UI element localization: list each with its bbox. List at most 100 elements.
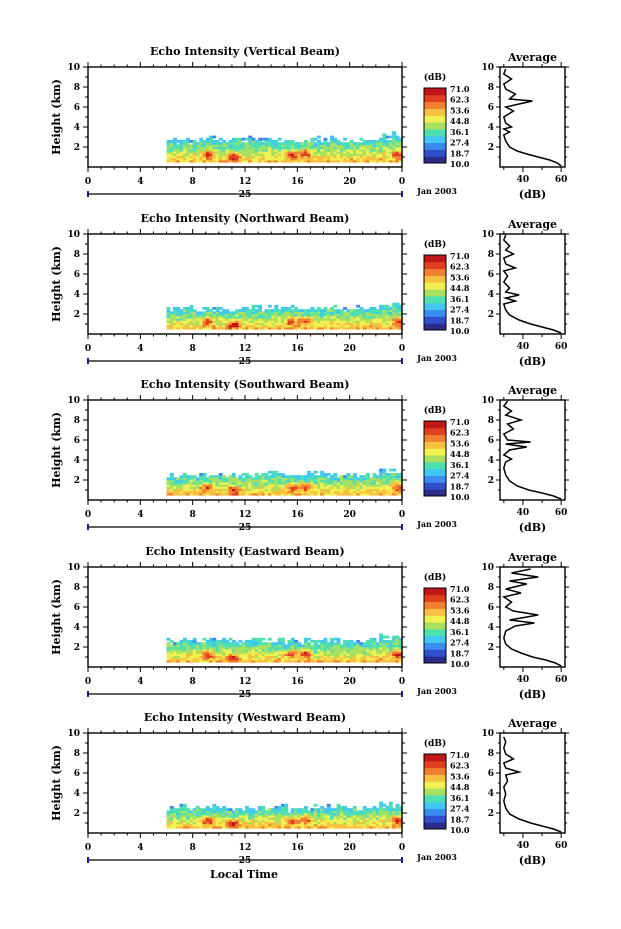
echo-cell bbox=[307, 642, 311, 645]
echo-cell bbox=[395, 817, 400, 820]
echo-cell bbox=[199, 479, 204, 483]
echo-cell bbox=[310, 484, 315, 487]
echo-cell bbox=[352, 481, 357, 485]
echo-cell bbox=[179, 148, 184, 152]
echo-cell bbox=[310, 307, 315, 310]
echo-cell bbox=[235, 648, 240, 652]
echo-cell bbox=[333, 477, 338, 481]
colorbar-level: 62.3 bbox=[450, 95, 470, 105]
echo-cell bbox=[195, 817, 200, 820]
echo-cell bbox=[336, 648, 341, 652]
echo-cell bbox=[366, 648, 370, 652]
echo-cell bbox=[320, 810, 325, 814]
echo-cell bbox=[238, 808, 243, 811]
echo-cell bbox=[182, 153, 187, 156]
echo-cell bbox=[284, 307, 289, 310]
echo-cell bbox=[241, 151, 246, 154]
echo-cell bbox=[287, 488, 292, 492]
echo-cell bbox=[330, 646, 334, 650]
echo-cell bbox=[303, 140, 308, 143]
echo-cell bbox=[222, 481, 226, 485]
echo-cell bbox=[202, 659, 207, 663]
echo-cell bbox=[336, 157, 341, 161]
echo-cell bbox=[261, 651, 266, 654]
echo-cell bbox=[209, 142, 213, 145]
echo-cell bbox=[297, 311, 302, 315]
echo-cell bbox=[303, 159, 308, 163]
echo-cell bbox=[179, 477, 184, 481]
y-tick-label: 4 bbox=[74, 789, 80, 799]
echo-cell bbox=[307, 313, 311, 317]
echo-cell bbox=[251, 309, 256, 312]
echo-cell bbox=[215, 307, 220, 310]
echo-cell bbox=[199, 148, 204, 152]
echo-cell bbox=[284, 825, 289, 829]
echo-cell bbox=[294, 819, 298, 822]
echo-cell bbox=[395, 159, 400, 163]
echo-cell bbox=[359, 313, 364, 317]
profile-x-tick-label: 60 bbox=[555, 508, 568, 518]
echo-cell bbox=[231, 486, 236, 489]
echo-cell bbox=[231, 812, 236, 816]
echo-cell bbox=[294, 157, 298, 161]
echo-cell bbox=[336, 155, 341, 159]
echo-cell bbox=[349, 481, 354, 485]
echo-cell bbox=[222, 642, 226, 645]
echo-cell bbox=[238, 148, 243, 152]
echo-cell bbox=[398, 311, 403, 315]
echo-cell bbox=[274, 470, 279, 474]
echo-cell bbox=[176, 159, 181, 163]
echo-cell bbox=[215, 157, 220, 161]
echo-cell bbox=[320, 648, 325, 652]
echo-cell bbox=[339, 142, 344, 145]
colorbar-frame bbox=[423, 587, 447, 664]
echo-cell bbox=[313, 324, 318, 328]
echo-cell bbox=[385, 315, 390, 319]
echo-cell bbox=[388, 486, 393, 489]
echo-cell bbox=[235, 315, 240, 319]
echo-cell bbox=[320, 475, 325, 478]
echo-cell bbox=[356, 486, 361, 489]
echo-cell bbox=[339, 488, 344, 492]
echo-cell bbox=[209, 151, 213, 154]
echo-cell bbox=[398, 806, 403, 809]
echo-cell bbox=[271, 142, 276, 145]
echo-cell bbox=[349, 479, 354, 483]
echo-cell bbox=[267, 137, 272, 141]
echo-cell bbox=[323, 326, 328, 330]
echo-cell bbox=[277, 825, 282, 829]
echo-cell bbox=[369, 817, 374, 820]
echo-cell bbox=[238, 651, 243, 654]
echo-cell bbox=[313, 803, 318, 807]
echo-cell bbox=[398, 651, 403, 654]
echo-cell bbox=[310, 486, 315, 489]
x-tick-label: 8 bbox=[190, 177, 196, 187]
echo-cell bbox=[359, 651, 364, 654]
echo-cell bbox=[192, 640, 197, 643]
echo-cell bbox=[356, 817, 361, 820]
echo-cell bbox=[202, 648, 207, 652]
echo-cell bbox=[235, 481, 240, 485]
echo-cell bbox=[297, 653, 302, 656]
echo-cell bbox=[241, 492, 246, 496]
echo-cell bbox=[205, 808, 210, 811]
profile-x-tick-label: 60 bbox=[555, 841, 568, 851]
echo-cell bbox=[251, 644, 256, 648]
echo-cell bbox=[231, 817, 236, 820]
echo-cell bbox=[294, 475, 298, 478]
echo-cell bbox=[277, 812, 282, 816]
echo-cell bbox=[392, 322, 397, 326]
echo-cell bbox=[228, 315, 233, 319]
echo-cell bbox=[199, 140, 204, 143]
date-label: Jan 2003 bbox=[416, 686, 457, 696]
echo-cell bbox=[199, 137, 204, 141]
echo-cell bbox=[369, 823, 374, 827]
echo-cell bbox=[362, 309, 367, 312]
echo-cell bbox=[267, 486, 272, 489]
echo-cell bbox=[317, 324, 321, 328]
echo-cell bbox=[241, 473, 246, 476]
echo-cell bbox=[330, 135, 334, 139]
echo-cell bbox=[267, 821, 272, 825]
echo-cell bbox=[330, 814, 334, 818]
echo-cell bbox=[326, 644, 331, 648]
